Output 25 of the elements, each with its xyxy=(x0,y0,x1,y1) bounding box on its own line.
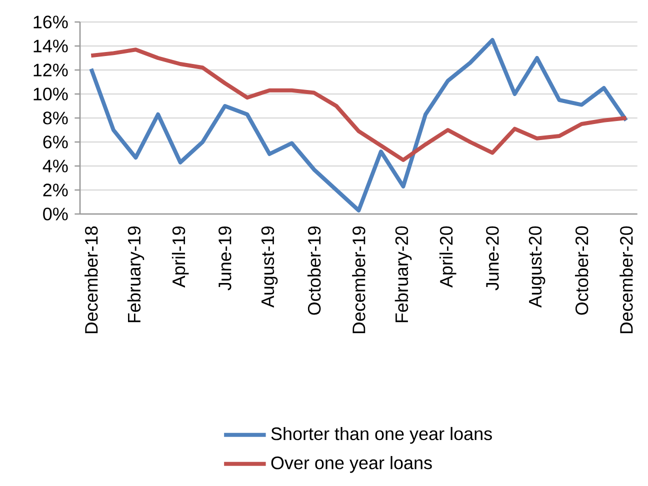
x-tick-label: December-20 xyxy=(620,226,633,334)
y-tick-label: 10% xyxy=(34,88,68,100)
x-tick-label: June-19 xyxy=(218,226,232,290)
y-tick-label: 14% xyxy=(34,40,68,52)
y-tick-label: 2% xyxy=(43,184,68,196)
x-tick-label: April-20 xyxy=(439,226,456,288)
y-tick-label: 16% xyxy=(34,16,68,28)
y-tick-label: 6% xyxy=(43,136,68,148)
line-series xyxy=(89,48,628,162)
x-tick-label: October-20 xyxy=(574,226,588,315)
x-tick-label: February-19 xyxy=(127,226,144,322)
x-tick-label: December-18 xyxy=(84,226,98,334)
x-tick-label: June-20 xyxy=(486,226,499,290)
x-tick-label: August-20 xyxy=(528,226,546,308)
x-tick-label: April-19 xyxy=(172,226,189,288)
x-tick-label: December-19 xyxy=(352,226,366,334)
x-tick-label: August-19 xyxy=(261,226,278,308)
legend-label: Over one year loans xyxy=(271,456,432,473)
legend-label: Shorter than one year loans xyxy=(271,426,492,444)
y-tick-label: 0% xyxy=(43,208,68,220)
y-tick-label: 8% xyxy=(43,112,68,124)
x-tick-label: October-19 xyxy=(307,226,321,315)
y-tick-label: 4% xyxy=(42,160,68,172)
x-tick-label: February-20 xyxy=(394,226,412,322)
y-tick-label: 12% xyxy=(34,64,68,76)
